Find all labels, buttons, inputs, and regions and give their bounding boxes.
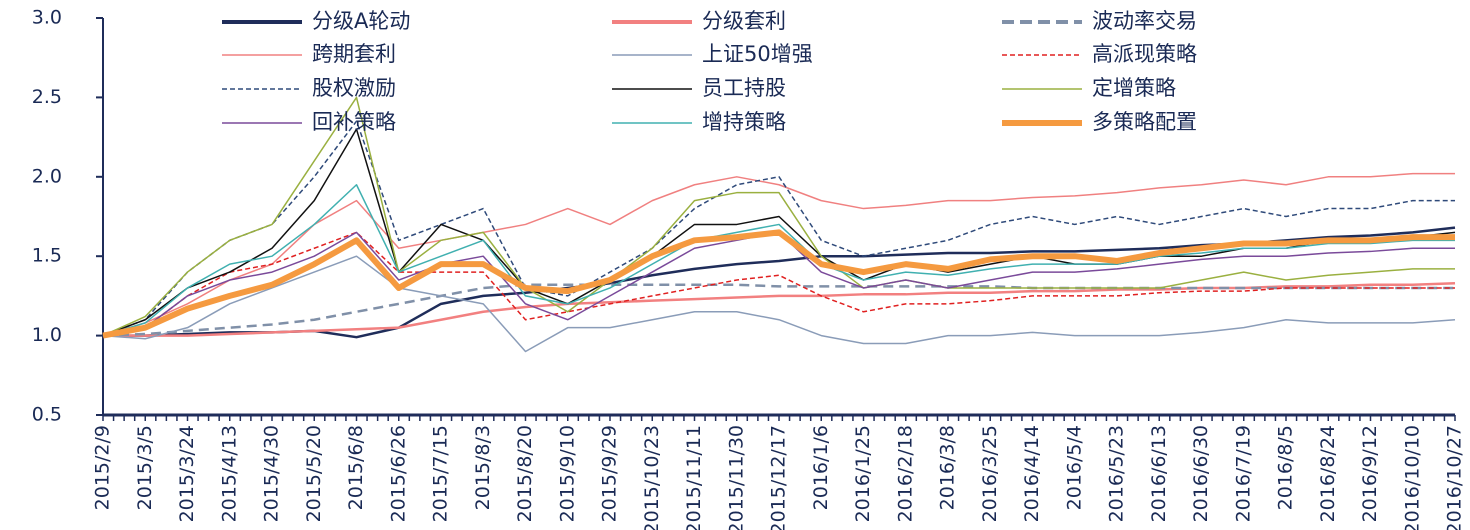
x-tick-label: 2016/8/24	[1317, 425, 1339, 522]
x-tick-label: 2015/3/24	[176, 425, 198, 522]
y-tick-label: 2.0	[32, 165, 62, 187]
x-tick-label: 2016/5/4	[1063, 425, 1085, 510]
legend-label: 回补策略	[312, 110, 396, 134]
x-tick-label: 2016/6/13	[1148, 425, 1170, 522]
x-tick-label: 2015/9/10	[556, 425, 578, 522]
legend-label: 波动率交易	[1092, 9, 1197, 33]
x-tick-label: 2016/7/19	[1232, 425, 1254, 522]
x-tick-label: 2016/5/23	[1106, 425, 1128, 522]
x-tick-label: 2016/8/5	[1275, 425, 1297, 510]
x-tick-label: 2016/4/14	[1021, 425, 1043, 522]
x-tick-label: 2016/10/27	[1444, 425, 1466, 530]
y-tick-label: 1.0	[32, 324, 62, 346]
x-tick-label: 2015/6/8	[345, 425, 367, 510]
legend-label: 分级A轮动	[312, 9, 410, 33]
legend-label: 跨期套利	[312, 42, 396, 66]
legend-label: 员工持股	[702, 76, 786, 100]
x-tick-label: 2016/6/30	[1190, 425, 1212, 522]
x-tick-label: 2015/3/5	[134, 425, 156, 510]
x-tick-label: 2015/11/11	[683, 425, 705, 530]
series-line	[102, 229, 1455, 339]
x-tick-label: 2015/8/20	[514, 425, 536, 522]
x-tick-label: 2015/10/23	[641, 425, 663, 530]
x-tick-label: 2015/4/30	[261, 425, 283, 522]
series-line	[102, 255, 1456, 353]
x-tick-label: 2015/8/3	[472, 425, 494, 510]
series-line	[102, 96, 1455, 337]
legend-label: 分级套利	[702, 9, 786, 33]
legend-label: 定增策略	[1092, 76, 1176, 100]
series-line	[103, 281, 1456, 337]
x-tick-label: 2015/11/30	[725, 425, 747, 530]
series-line	[102, 231, 1455, 337]
x-tick-label: 2016/1/25	[852, 425, 874, 522]
x-tick-label: 2016/1/6	[810, 425, 832, 510]
series-line	[102, 283, 1455, 337]
x-tick-label: 2016/9/12	[1359, 425, 1381, 522]
y-tick-label: 3.0	[32, 7, 62, 29]
x-tick-label: 2015/12/17	[768, 425, 790, 530]
x-tick-label: 2015/6/26	[387, 425, 409, 522]
x-tick-label: 2015/4/13	[218, 425, 240, 522]
legend-label: 增持策略	[702, 110, 786, 134]
series-line	[102, 172, 1455, 337]
series-line	[102, 120, 1455, 337]
legend-label: 多策略配置	[1092, 110, 1197, 134]
x-tick-label: 2015/2/9	[92, 425, 114, 510]
series-line	[102, 128, 1456, 337]
y-tick-label: 2.5	[32, 86, 62, 108]
x-tick-label: 2016/2/18	[894, 425, 916, 522]
x-tick-label: 2015/5/20	[303, 425, 325, 522]
series-line	[102, 183, 1455, 337]
y-tick-label: 1.5	[32, 245, 62, 267]
x-tick-label: 2016/10/10	[1401, 425, 1423, 530]
x-tick-label: 2015/9/29	[599, 425, 621, 522]
legend-label: 高派现策略	[1092, 42, 1197, 66]
legend-label: 上证50增强	[702, 42, 813, 66]
x-tick-label: 2016/3/25	[979, 425, 1001, 522]
y-tick-label: 0.5	[32, 404, 62, 426]
legend-label: 股权激励	[312, 76, 396, 100]
x-tick-label: 2016/3/8	[937, 425, 959, 510]
x-tick-label: 2015/7/15	[430, 425, 452, 522]
